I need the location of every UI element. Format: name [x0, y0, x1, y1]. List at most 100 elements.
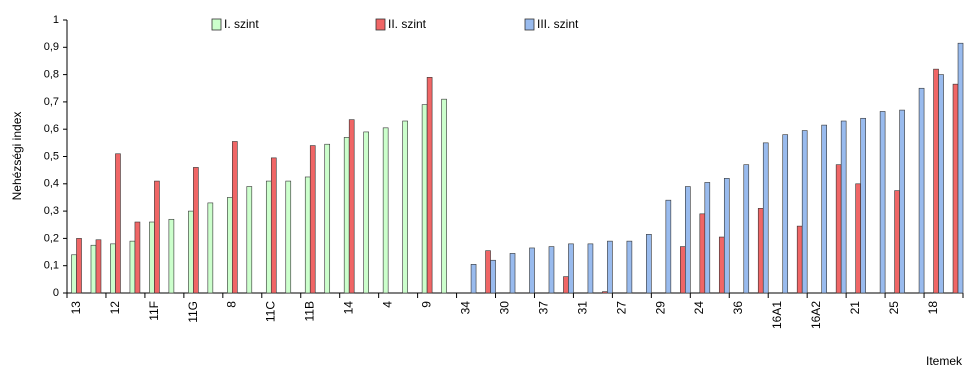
bar — [470, 264, 477, 294]
bar — [957, 42, 964, 294]
bar — [509, 253, 516, 294]
bar — [933, 68, 939, 294]
bar — [646, 234, 652, 294]
y-tick-label: 0,3 — [44, 205, 59, 217]
bar — [382, 127, 389, 294]
bar — [757, 208, 764, 294]
x-tick-label: 14 — [342, 301, 356, 315]
bar — [426, 77, 433, 294]
y-tick-label: 0,5 — [44, 150, 59, 162]
bar — [363, 131, 369, 294]
bar — [860, 117, 866, 294]
x-tick-label: 9 — [420, 301, 434, 308]
legend-swatch — [524, 18, 535, 31]
bar — [324, 143, 331, 294]
bar — [270, 157, 277, 294]
bar — [490, 259, 496, 294]
x-tick-label: 11F — [147, 301, 161, 321]
x-tick-label: 18 — [926, 301, 940, 315]
bar — [563, 276, 569, 294]
bar — [743, 164, 750, 294]
x-tick-label: 36 — [731, 301, 745, 315]
y-tick-label: 0 — [53, 287, 59, 299]
x-tick-label: 37 — [536, 301, 550, 315]
bar — [855, 183, 861, 294]
y-tick-label: 0,2 — [44, 232, 59, 244]
bar — [835, 164, 842, 294]
bar — [665, 199, 672, 294]
y-tick-label: 1 — [53, 14, 59, 26]
bar — [782, 134, 789, 294]
bar — [821, 124, 827, 294]
bar — [95, 239, 102, 294]
legend-swatch — [375, 18, 386, 31]
x-tick-label: 16A1 — [770, 301, 784, 329]
bar — [840, 120, 847, 294]
x-tick-label: 30 — [497, 301, 511, 315]
x-tick-label: 4 — [381, 301, 395, 308]
x-tick-label: 11C — [264, 301, 278, 322]
bar — [952, 83, 959, 294]
bar — [587, 243, 594, 294]
x-tick-label: 16A2 — [809, 301, 823, 329]
bar — [894, 190, 900, 294]
y-tick-label: 0,8 — [44, 69, 59, 81]
bar — [402, 120, 408, 294]
x-tick-label: 12 — [108, 301, 122, 315]
legend-label: I. szint — [224, 17, 259, 31]
y-tick-label: 0,6 — [44, 123, 59, 135]
x-tick-label: 11G — [186, 301, 200, 323]
x-tick-label: 8 — [225, 301, 239, 308]
bar — [129, 240, 136, 294]
bar — [685, 186, 691, 294]
bar — [529, 247, 535, 294]
bar — [938, 74, 944, 294]
bar — [115, 153, 121, 294]
bar — [232, 141, 238, 294]
legend-swatch — [211, 18, 222, 31]
bar — [90, 244, 97, 294]
bar — [699, 213, 706, 294]
bar — [134, 221, 141, 294]
x-tick-label: 13 — [69, 301, 83, 315]
y-tick-label: 0,9 — [44, 41, 59, 53]
bar — [265, 180, 272, 294]
bar — [207, 202, 214, 294]
bar — [304, 176, 311, 294]
bar — [879, 111, 886, 294]
bar — [154, 180, 160, 294]
x-tick-label: 27 — [614, 301, 628, 315]
bar — [607, 240, 613, 294]
x-tick-label: 25 — [887, 301, 901, 315]
bar — [441, 98, 447, 294]
x-axis-title: Itemek — [926, 354, 963, 368]
y-tick-label: 0,1 — [44, 260, 59, 272]
bar — [227, 197, 233, 294]
bar — [110, 243, 116, 294]
bar — [548, 246, 555, 294]
legend-label: III. szint — [537, 17, 579, 31]
bar — [718, 236, 725, 294]
x-tick-label: 31 — [575, 301, 589, 315]
bar — [723, 178, 730, 294]
bar — [149, 221, 155, 294]
bar — [421, 104, 428, 294]
legend-label: II. szint — [388, 17, 427, 31]
bar — [918, 87, 925, 294]
x-tick-label: 21 — [848, 301, 862, 315]
bar — [626, 240, 633, 294]
bar — [76, 238, 82, 294]
x-tick-label: 24 — [692, 301, 706, 315]
bar — [71, 254, 77, 294]
y-tick-label: 0,4 — [44, 178, 59, 190]
bar — [188, 210, 194, 294]
x-tick-label: 29 — [653, 301, 667, 315]
bar — [348, 119, 355, 294]
bar — [762, 142, 769, 294]
bar — [309, 145, 316, 294]
y-tick-label: 0,7 — [44, 96, 59, 108]
bar — [168, 218, 175, 294]
bar — [796, 225, 803, 294]
bar — [285, 180, 292, 294]
